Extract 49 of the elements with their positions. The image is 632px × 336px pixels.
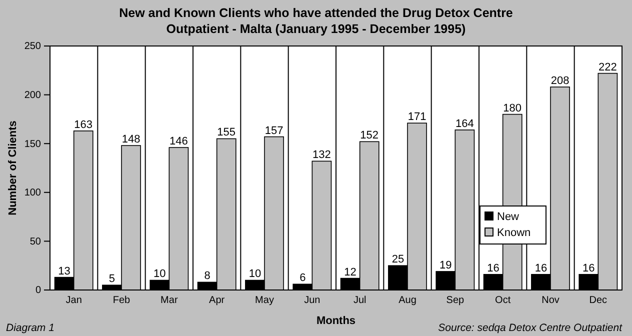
x-tick-label: Jun bbox=[304, 295, 320, 306]
x-tick-label: Apr bbox=[209, 295, 226, 306]
data-label: 16 bbox=[534, 262, 548, 274]
x-tick-label: Oct bbox=[495, 295, 511, 306]
x-tick-label: Jan bbox=[66, 295, 82, 306]
y-tick-label: 100 bbox=[24, 188, 42, 199]
data-label: 148 bbox=[122, 134, 140, 146]
data-label: 12 bbox=[344, 266, 356, 278]
source-note: Source: sedqa Detox Centre Outpatient bbox=[438, 322, 624, 334]
data-label: 10 bbox=[248, 268, 262, 280]
data-label: 132 bbox=[312, 149, 331, 162]
x-tick-label: Mar bbox=[160, 295, 178, 306]
x-axis-title: Months bbox=[316, 315, 356, 327]
legend-label: Known bbox=[497, 227, 531, 239]
data-label: 6 bbox=[300, 272, 306, 284]
y-axis-title: Number of Clients bbox=[7, 120, 19, 216]
data-label: 222 bbox=[598, 61, 617, 74]
data-label: 163 bbox=[74, 118, 93, 131]
data-label: 5 bbox=[108, 273, 116, 286]
legend-label: New bbox=[497, 211, 520, 223]
x-tick-label: May bbox=[255, 295, 274, 306]
y-tick-label: 200 bbox=[24, 90, 42, 101]
x-tick-label: Aug bbox=[398, 295, 416, 306]
chart-title: New and Known Clients who have attended the Drug Detox Centre Outpatient - Malta (January 1995 - December 1995) bbox=[119, 6, 513, 36]
y-tick-label: 250 bbox=[24, 41, 42, 52]
data-label: 155 bbox=[217, 126, 236, 139]
data-label: 171 bbox=[408, 111, 426, 124]
text: Diagram 1 bbox=[6, 322, 54, 334]
data-label: 146 bbox=[170, 136, 188, 148]
data-label: 25 bbox=[392, 254, 404, 266]
y-tick-label: 0 bbox=[35, 285, 42, 296]
data-label: 152 bbox=[360, 130, 379, 142]
x-tick-label: Jul bbox=[353, 295, 366, 306]
data-label: 13 bbox=[58, 265, 70, 278]
y-tick-label: 50 bbox=[30, 236, 42, 248]
data-label: 164 bbox=[456, 118, 474, 130]
data-label: 10 bbox=[154, 268, 166, 280]
data-label: 157 bbox=[264, 124, 284, 137]
x-tick-label: Dec bbox=[589, 295, 608, 306]
data-label: 8 bbox=[204, 270, 210, 282]
data-label: 16 bbox=[487, 262, 500, 274]
x-tick-label: Nov bbox=[542, 295, 560, 306]
data-label: 19 bbox=[440, 259, 452, 272]
x-tick-label: Sep bbox=[446, 295, 464, 306]
y-tick-label: 150 bbox=[24, 138, 42, 150]
data-label: 16 bbox=[582, 262, 595, 274]
data-label: 208 bbox=[550, 74, 570, 87]
data-label: 180 bbox=[503, 102, 522, 114]
x-tick-label: Feb bbox=[112, 295, 131, 306]
